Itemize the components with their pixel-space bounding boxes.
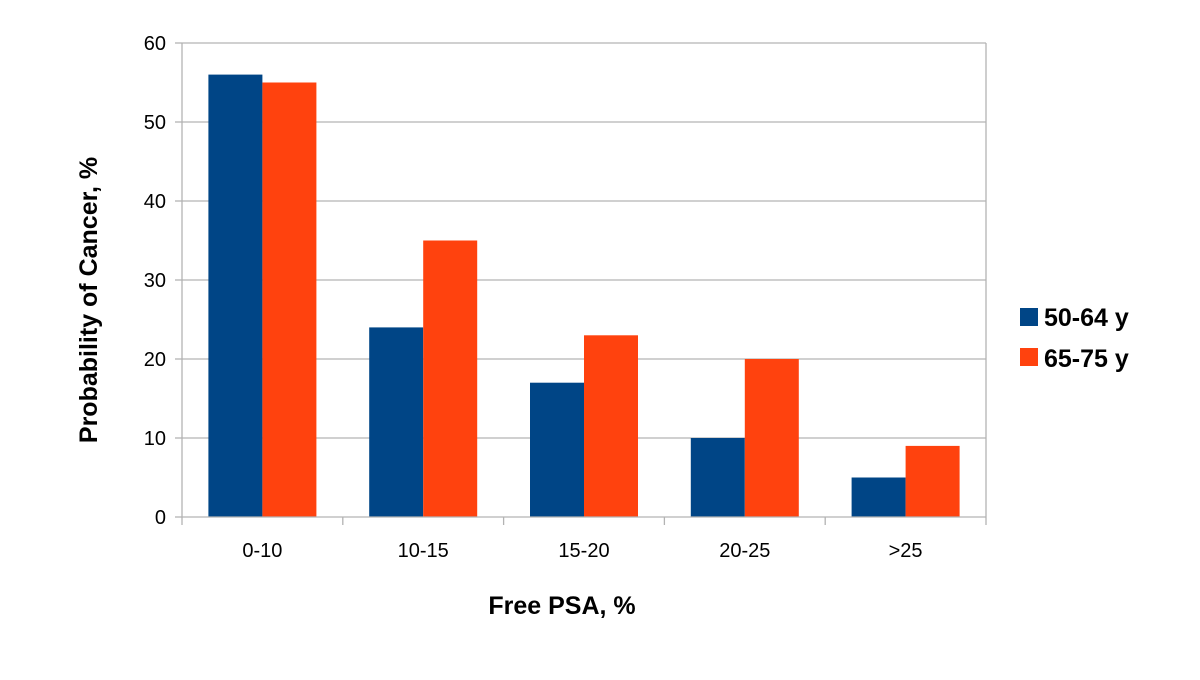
bar-series-1-0 [208, 74, 263, 517]
axes [175, 42, 987, 525]
x-axis-title: Free PSA, % [488, 592, 635, 620]
y-tick-label-0: 0 [155, 507, 166, 529]
tick-labels: 0 10 20 30 40 50 60 0-10 10-15 15-20 20-25 >25 [144, 33, 923, 562]
bar-series-2-2 [584, 335, 638, 517]
legend-swatch-series-2 [1020, 348, 1038, 366]
bar-series-2-1 [423, 240, 478, 517]
legend-label-series-1: 50-64 y [1044, 304, 1129, 332]
bar-series-1-2 [530, 382, 584, 517]
bars [208, 74, 960, 517]
bar-series-1-3 [690, 438, 745, 517]
y-tick-label-6: 60 [144, 33, 166, 55]
x-tick-label-0: 0-10 [242, 540, 282, 562]
y-tick-label-3: 30 [144, 270, 166, 292]
bar-series-2-3 [744, 359, 799, 517]
legend-swatch-series-1 [1020, 308, 1038, 326]
y-tick-label-4: 40 [144, 191, 166, 213]
x-tick-label-4: >25 [889, 540, 923, 562]
bar-series-1-4 [851, 477, 906, 517]
bar-series-1-1 [369, 327, 424, 517]
x-tick-label-2: 15-20 [558, 540, 609, 562]
y-tick-label-2: 20 [144, 349, 166, 371]
x-tick-label-3: 20-25 [719, 540, 770, 562]
y-tick-label-5: 50 [144, 112, 166, 134]
x-tick-label-1: 10-15 [398, 540, 449, 562]
legend-label-series-2: 65-75 y [1044, 345, 1129, 373]
y-axis-title: Probability of Cancer, % [75, 157, 103, 443]
y-tick-label-1: 10 [144, 428, 166, 450]
bar-series-2-4 [905, 445, 960, 517]
legend: 50-64 y 65-75 y [1020, 304, 1129, 373]
bar-series-2-0 [262, 82, 317, 517]
